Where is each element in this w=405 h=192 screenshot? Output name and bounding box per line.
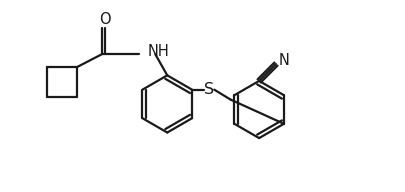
Text: NH: NH	[147, 44, 169, 59]
Text: O: O	[98, 12, 110, 27]
Text: N: N	[278, 53, 289, 68]
Text: S: S	[203, 82, 213, 97]
